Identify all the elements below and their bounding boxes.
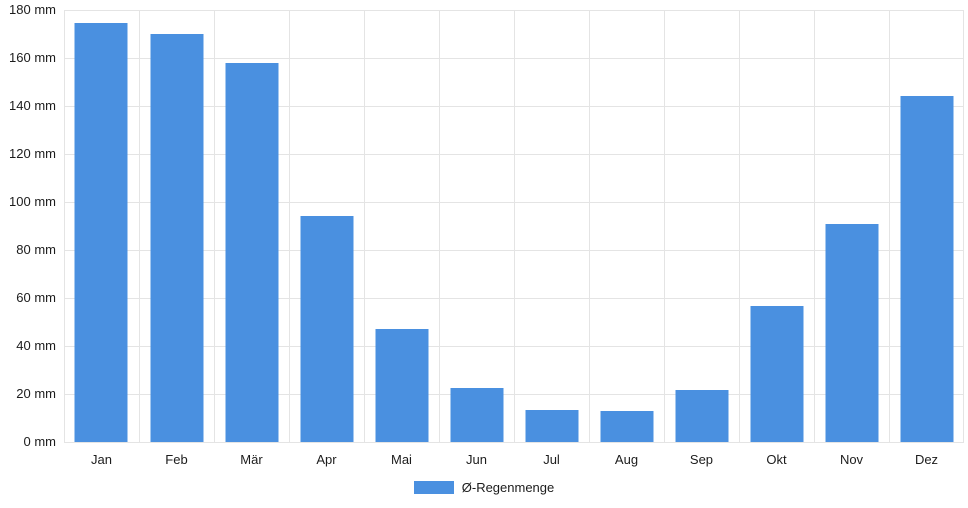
x-axis-tick-label: Mai	[391, 452, 412, 467]
bar-feb[interactable]	[150, 34, 203, 442]
y-axis: 0 mm 20 mm 40 mm 60 mm 80 mm 100 mm 120 mm 140 …	[0, 2, 56, 449]
y-axis-tick-label: 100 mm	[9, 193, 56, 209]
x-axis-tick-label: Nov	[839, 452, 864, 467]
x-axis-tick-label: Feb	[165, 452, 188, 467]
v-gridline	[663, 10, 665, 442]
legend[interactable]: Ø-Regenmenge	[0, 480, 968, 495]
x-axis-tick-label: Aug	[614, 452, 639, 467]
h-gridline	[64, 442, 964, 443]
y-axis-tick-label: 160 mm	[9, 49, 56, 65]
v-gridline	[963, 10, 964, 442]
bar-sep[interactable]	[675, 389, 728, 442]
v-gridline	[64, 10, 65, 442]
x-axis-tick-label: Jun	[466, 452, 487, 467]
v-gridline	[289, 10, 290, 442]
x-axis-tick-label: Sep	[689, 452, 714, 467]
v-gridline	[439, 10, 440, 442]
y-axis-tick-label: 0 mm	[23, 434, 57, 449]
bar-jun[interactable]	[450, 388, 503, 442]
x-axis-tick-label: Okt	[766, 452, 787, 467]
x-axis: Jan Feb Mär Apr Mai Jun Jul Aug Sep Okt Nov Dez	[64, 450, 964, 470]
y-axis-tick-label: 180 mm	[9, 2, 56, 17]
x-axis-tick-label: Jan	[91, 452, 112, 467]
v-gridline	[589, 10, 590, 442]
bar-nov[interactable]	[825, 223, 878, 442]
x-axis-tick-label: Mär	[240, 452, 263, 467]
v-gridline	[739, 10, 740, 442]
bar-jul[interactable]	[525, 409, 578, 442]
bar-mai[interactable]	[375, 329, 428, 442]
y-axis-tick-label: 40 mm	[16, 338, 56, 353]
bar-jan[interactable]	[74, 23, 128, 442]
v-gridline	[514, 10, 515, 442]
bar-maer[interactable]	[225, 62, 278, 442]
plot-area	[64, 10, 964, 443]
y-axis-tick-label: 20 mm	[16, 385, 56, 401]
y-axis-tick-label: 80 mm	[16, 242, 56, 257]
y-axis-tick-label: 140 mm	[9, 97, 56, 113]
bar-apr[interactable]	[300, 216, 353, 442]
y-axis-tick-label: 60 mm	[16, 289, 56, 305]
v-gridline	[888, 10, 890, 442]
v-gridline	[814, 10, 815, 442]
x-axis-tick-label: Jul	[543, 452, 560, 467]
bar-aug[interactable]	[600, 410, 653, 442]
x-axis-tick-label: Apr	[316, 452, 337, 467]
legend-swatch-icon	[413, 481, 454, 494]
v-gridline	[363, 10, 365, 442]
bar-okt[interactable]	[750, 306, 803, 442]
v-gridline	[213, 10, 215, 442]
v-gridline	[138, 10, 140, 442]
legend-label: Ø-Regenmenge	[461, 480, 555, 495]
x-axis-tick-label: Dez	[914, 452, 939, 467]
bar-dez[interactable]	[900, 96, 953, 442]
y-axis-tick-label: 120 mm	[9, 145, 56, 161]
